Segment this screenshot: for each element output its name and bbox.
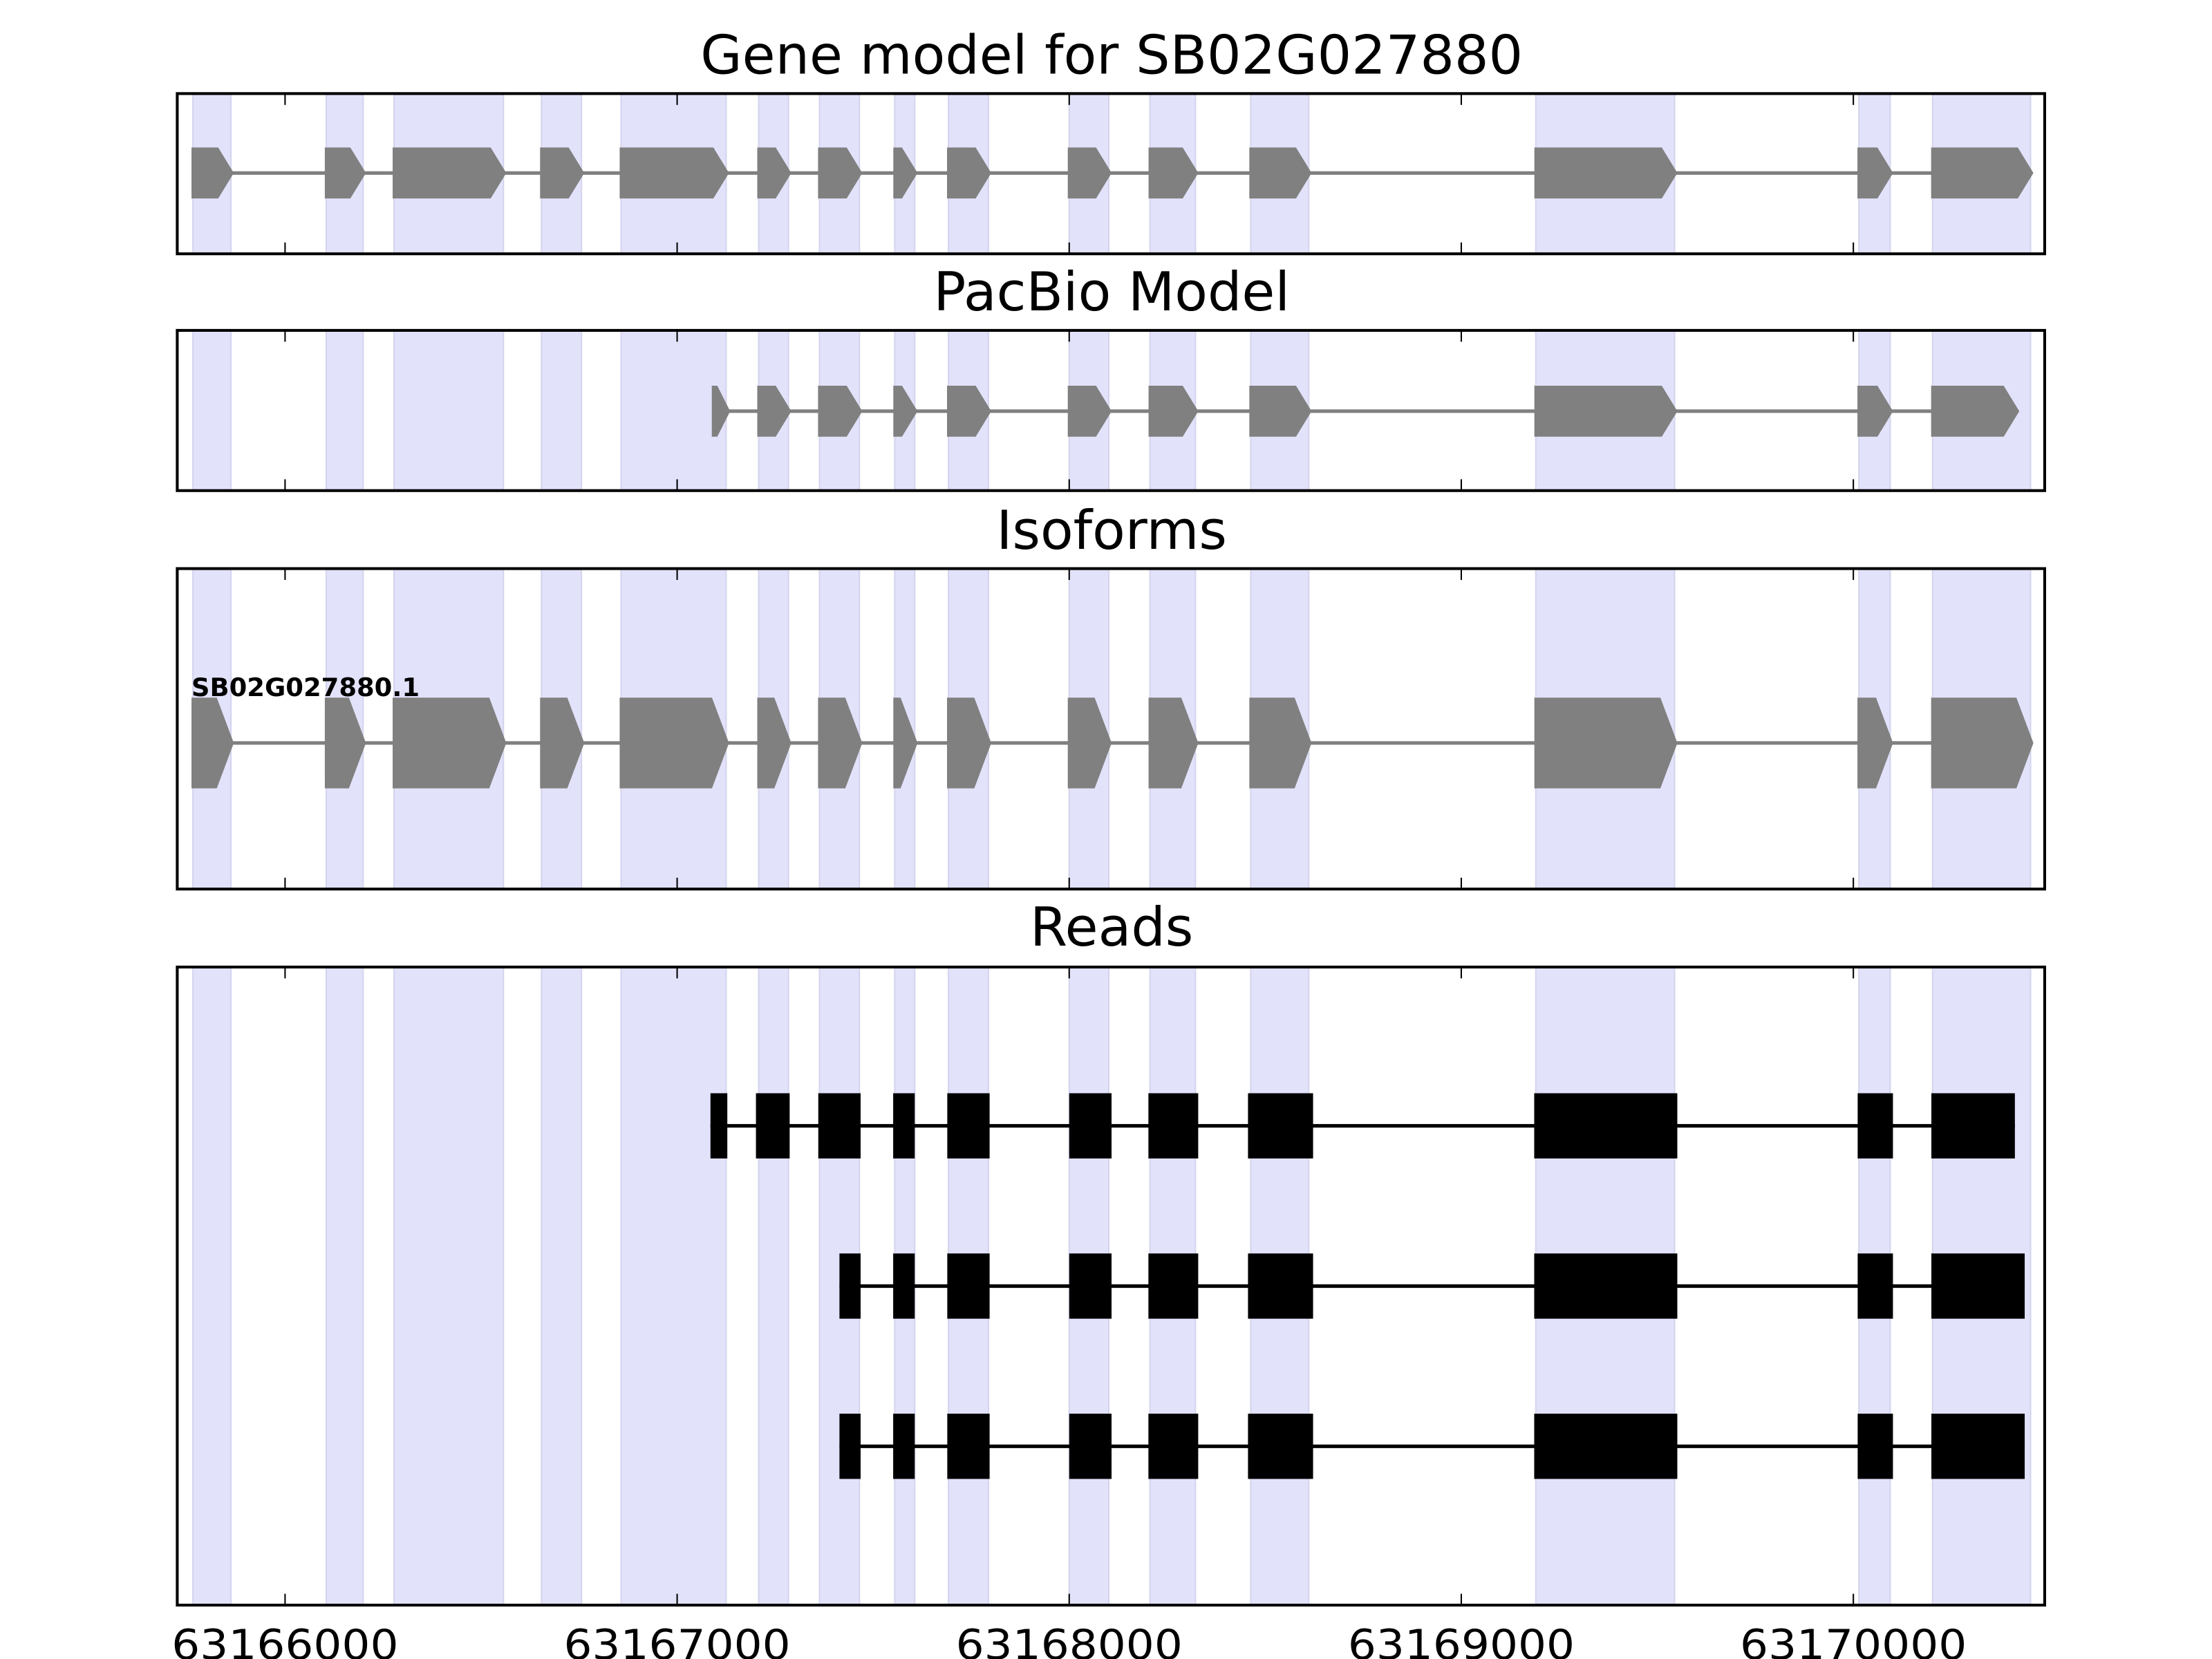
panel-title-reads: Reads (1030, 897, 1193, 959)
pacbio-model-exon-arrow (757, 385, 791, 437)
pacbio-model-exon-arrow (893, 385, 918, 437)
gene-model-exon-arrow (947, 147, 992, 199)
pacbio-model-exon-arrow (1534, 385, 1678, 437)
read-exon-block (756, 1093, 790, 1159)
gene-model-exon-arrow (191, 147, 234, 199)
gene-model-exon-arrow (1249, 147, 1312, 199)
isoform-label: SB02G027880.1 (191, 673, 420, 702)
isoform-exon-arrow (324, 697, 366, 789)
gene-model-exon-arrow (619, 147, 729, 199)
gene-model-exon-arrow (393, 147, 507, 199)
isoforms-panel-frame (176, 567, 2046, 891)
reads-exon-shade (325, 966, 364, 1606)
read-exon-block (1248, 1253, 1313, 1319)
pacbio-model-exon-arrow (1931, 385, 2020, 437)
isoform-exon-arrow (619, 697, 729, 789)
reads-panel-frame (176, 965, 2046, 1607)
read-exon-block (1148, 1414, 1199, 1479)
pacbio-model-exon-arrow (711, 385, 731, 437)
reads-exon-shade (758, 966, 789, 1606)
read-exon-block (1148, 1093, 1199, 1159)
gene-model-exon-arrow (540, 147, 585, 199)
gene-model-panel-frame (176, 92, 2046, 256)
read-exon-block (947, 1093, 990, 1159)
pacbio-model-exon-shade (192, 329, 232, 491)
read-exon-block (818, 1093, 861, 1159)
gene-model-exon-arrow (893, 147, 918, 199)
read-exon-block (1069, 1093, 1112, 1159)
gene-model-exon-arrow (1148, 147, 1199, 199)
read-exon-block (1931, 1093, 2015, 1159)
panel-title-isoforms: Isoforms (996, 500, 1227, 562)
isoform-exon-arrow (1857, 697, 1893, 789)
panel-title-gene-model: Gene model for SB02G027880 (700, 25, 1523, 87)
isoform-exon-arrow (1534, 697, 1678, 789)
pacbio-model-exon-arrow (1148, 385, 1199, 437)
read-exon-block (839, 1414, 861, 1479)
read-exon-block (1248, 1093, 1313, 1159)
read-exon-block (893, 1093, 915, 1159)
read-exon-block (1534, 1253, 1678, 1319)
pacbio-model-exon-arrow (1249, 385, 1312, 437)
reads-exon-shade (393, 966, 505, 1606)
read-exon-block (1069, 1414, 1112, 1479)
read-exon-block (947, 1414, 990, 1479)
x-tick-label: 63166000 (171, 1622, 398, 1659)
isoform-exon-arrow (393, 697, 507, 789)
x-tick-label: 63169000 (1348, 1622, 1575, 1659)
pacbio-model-exon-arrow (1857, 385, 1893, 437)
panel-title-pacbio-model: PacBio Model (933, 261, 1290, 324)
isoform-exon-arrow (818, 697, 863, 789)
isoform-exon-arrow (1931, 697, 2034, 789)
read-exon-block (1534, 1414, 1678, 1479)
gene-model-exon-arrow (757, 147, 791, 199)
x-tick-label: 63168000 (956, 1622, 1183, 1659)
isoform-exon-arrow (947, 697, 992, 789)
read-exon-block (1931, 1253, 2025, 1319)
gene-model-exon-arrow (1857, 147, 1893, 199)
read-exon-block (1857, 1414, 1893, 1479)
pacbio-model-exon-shade (325, 329, 364, 491)
gene-model-exon-arrow (324, 147, 366, 199)
pacbio-model-exon-arrow (818, 385, 863, 437)
reads-exon-shade (620, 966, 727, 1606)
read-exon-block (1248, 1414, 1313, 1479)
read-exon-block (1931, 1414, 2025, 1479)
read-exon-block (1857, 1093, 1893, 1159)
reads-exon-shade (192, 966, 232, 1606)
read-exon-block (893, 1253, 915, 1319)
pacbio-model-exon-shade (393, 329, 505, 491)
gene-model-exon-arrow (1534, 147, 1678, 199)
read-exon-block (1069, 1253, 1112, 1319)
isoform-exon-arrow (540, 697, 585, 789)
read-exon-block (893, 1414, 915, 1479)
x-tick-label: 63167000 (563, 1622, 790, 1659)
pacbio-model-panel-frame (176, 328, 2046, 492)
read-exon-block (1534, 1093, 1678, 1159)
isoform-exon-arrow (1148, 697, 1199, 789)
pacbio-model-exon-arrow (947, 385, 992, 437)
pacbio-model-exon-shade (620, 329, 727, 491)
read-exon-block (1857, 1253, 1893, 1319)
isoform-exon-arrow (757, 697, 791, 789)
gene-model-exon-arrow (1931, 147, 2034, 199)
read-exon-block (839, 1253, 861, 1319)
isoform-exon-arrow (1249, 697, 1312, 789)
pacbio-model-exon-shade (541, 329, 583, 491)
isoform-exon-arrow (1067, 697, 1112, 789)
isoform-exon-arrow (893, 697, 918, 789)
pacbio-model-exon-arrow (1067, 385, 1112, 437)
read-exon-block (710, 1093, 728, 1159)
reads-exon-shade (541, 966, 583, 1606)
isoform-exon-arrow (191, 697, 234, 789)
x-tick-label: 63170000 (1740, 1622, 1967, 1659)
gene-model-exon-arrow (1067, 147, 1112, 199)
read-exon-block (1148, 1253, 1199, 1319)
read-exon-block (947, 1253, 990, 1319)
gene-model-exon-arrow (818, 147, 863, 199)
